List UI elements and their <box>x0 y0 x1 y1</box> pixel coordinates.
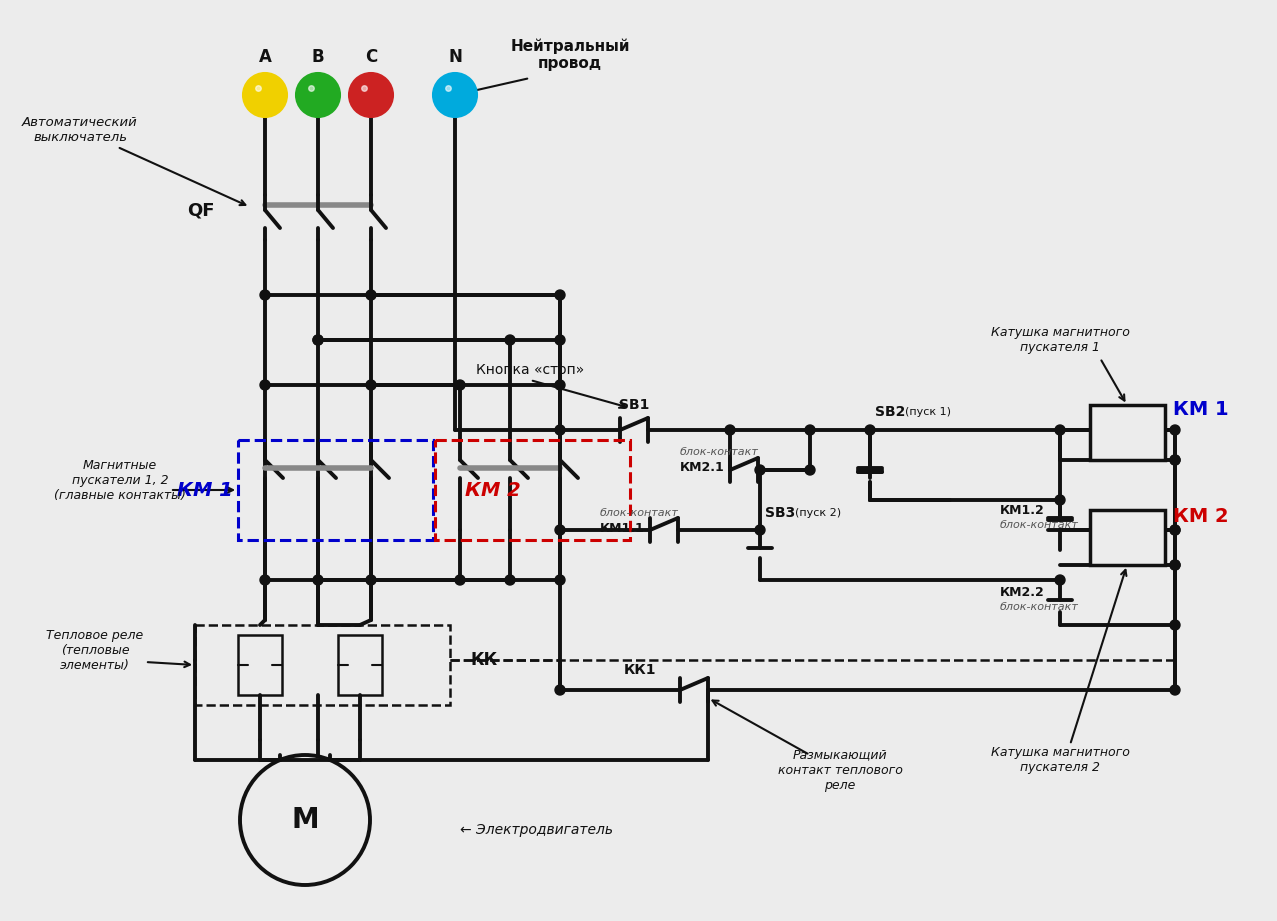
Circle shape <box>261 380 269 390</box>
Text: Катушка магнитного
пускателя 2: Катушка магнитного пускателя 2 <box>991 746 1129 774</box>
Circle shape <box>555 290 564 300</box>
Bar <box>1091 510 1165 565</box>
Circle shape <box>261 290 269 300</box>
Text: ← Электродвигатель: ← Электродвигатель <box>460 823 613 837</box>
Circle shape <box>1170 560 1180 570</box>
Bar <box>435 440 630 540</box>
Circle shape <box>366 575 375 585</box>
Bar <box>238 440 433 540</box>
Text: блок-контакт: блок-контакт <box>600 508 679 518</box>
Bar <box>1091 405 1165 460</box>
Text: (пуск 2): (пуск 2) <box>796 508 842 518</box>
Circle shape <box>755 465 765 475</box>
Circle shape <box>555 525 564 535</box>
Circle shape <box>1170 455 1180 465</box>
Text: Магнитные
пускатели 1, 2
(главные контакты): Магнитные пускатели 1, 2 (главные контак… <box>54 459 186 502</box>
Circle shape <box>755 525 765 535</box>
Circle shape <box>555 685 564 695</box>
Circle shape <box>1170 560 1180 570</box>
Circle shape <box>1170 685 1180 695</box>
Circle shape <box>504 335 515 345</box>
Circle shape <box>1055 575 1065 585</box>
Bar <box>338 635 382 695</box>
Circle shape <box>366 290 375 300</box>
Circle shape <box>261 575 269 585</box>
Circle shape <box>805 465 815 475</box>
Text: C: C <box>365 48 377 66</box>
Text: (пуск 1): (пуск 1) <box>905 407 951 417</box>
Bar <box>195 625 450 705</box>
Circle shape <box>1055 425 1065 435</box>
Text: Кнопка «стоп»: Кнопка «стоп» <box>476 363 584 377</box>
Text: КМ 1: КМ 1 <box>1174 400 1228 419</box>
Circle shape <box>555 575 564 585</box>
Text: SB3: SB3 <box>765 506 796 520</box>
Text: КМ 2: КМ 2 <box>465 481 521 499</box>
Circle shape <box>865 425 875 435</box>
Circle shape <box>1170 425 1180 435</box>
Text: N: N <box>448 48 462 66</box>
Circle shape <box>313 335 323 345</box>
Circle shape <box>455 575 465 585</box>
Circle shape <box>313 575 323 585</box>
Circle shape <box>433 73 478 117</box>
Text: КМ 1: КМ 1 <box>178 481 232 499</box>
Text: КМ2.2: КМ2.2 <box>1000 586 1045 599</box>
Text: КК: КК <box>470 651 497 669</box>
Circle shape <box>1170 620 1180 630</box>
Circle shape <box>296 73 340 117</box>
Text: B: B <box>312 48 324 66</box>
Circle shape <box>555 335 564 345</box>
Circle shape <box>555 425 564 435</box>
Circle shape <box>349 73 393 117</box>
Text: QF: QF <box>188 201 215 219</box>
Text: Нейтральный
провод: Нейтральный провод <box>511 39 630 72</box>
Circle shape <box>805 425 815 435</box>
Circle shape <box>1055 495 1065 505</box>
Text: Автоматический
выключатель: Автоматический выключатель <box>22 116 245 205</box>
Text: SB1: SB1 <box>619 398 649 412</box>
Circle shape <box>313 335 323 345</box>
Circle shape <box>455 380 465 390</box>
Text: блок-контакт: блок-контакт <box>679 447 759 457</box>
Text: М: М <box>291 806 319 834</box>
Text: КМ 2: КМ 2 <box>1174 507 1228 526</box>
Text: Размыкающий
контакт теплового
реле: Размыкающий контакт теплового реле <box>778 749 903 791</box>
Text: КМ1.1: КМ1.1 <box>600 521 645 534</box>
Text: блок-контакт: блок-контакт <box>1000 602 1079 612</box>
Circle shape <box>243 73 287 117</box>
Text: КК1: КК1 <box>623 663 656 677</box>
Circle shape <box>504 575 515 585</box>
Text: SB2: SB2 <box>875 405 905 419</box>
Text: КМ1.2: КМ1.2 <box>1000 504 1045 517</box>
Bar <box>238 635 282 695</box>
Text: Тепловое реле
(тепловые
элементы): Тепловое реле (тепловые элементы) <box>46 628 143 671</box>
Text: блок-контакт: блок-контакт <box>1000 520 1079 530</box>
Circle shape <box>1170 525 1180 535</box>
Circle shape <box>555 380 564 390</box>
Circle shape <box>1170 525 1180 535</box>
Circle shape <box>366 380 375 390</box>
Text: Катушка магнитного
пускателя 1: Катушка магнитного пускателя 1 <box>991 326 1129 354</box>
Circle shape <box>725 425 736 435</box>
Text: КМ2.1: КМ2.1 <box>679 460 725 473</box>
Circle shape <box>1170 455 1180 465</box>
Text: A: A <box>258 48 272 66</box>
